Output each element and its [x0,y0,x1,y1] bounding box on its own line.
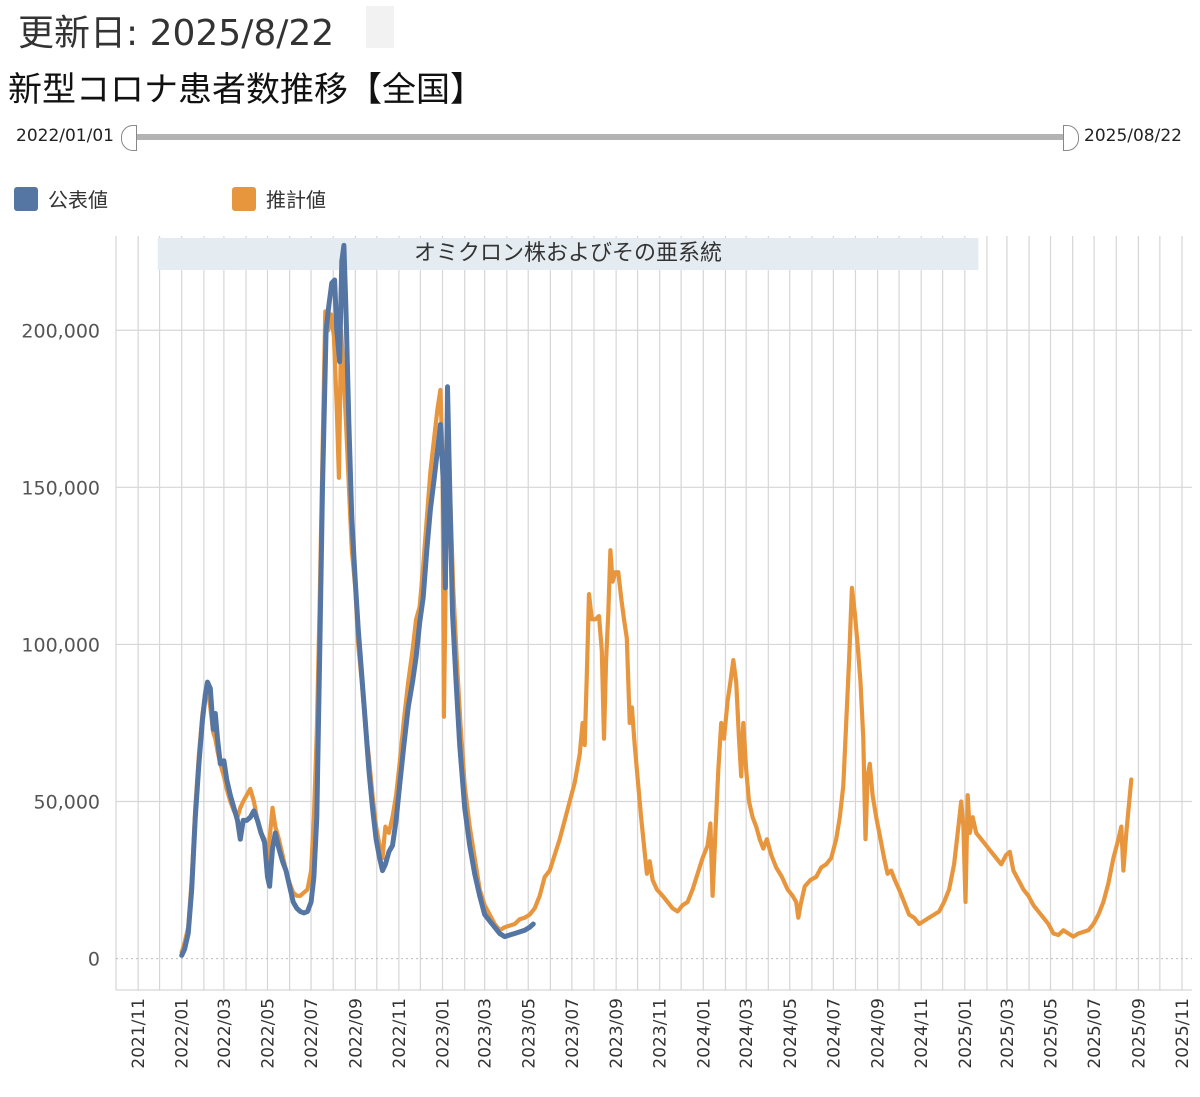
x-tick-label: 2024/11 [912,998,932,1069]
legend-swatch-estimated [232,186,256,211]
x-tick-label: 2022/09 [346,998,366,1069]
x-tick-label: 2022/01 [173,998,193,1069]
x-tick-label: 2024/07 [824,998,844,1069]
annotation-band [157,238,979,270]
legend-item-published[interactable]: 公表値 [14,184,108,213]
x-tick-label: 2025/03 [998,998,1018,1069]
updated-blank-box [366,6,394,48]
y-tick-label: 150,000 [21,477,100,499]
x-tick-label: 2022/05 [258,998,278,1069]
x-tick-label: 2023/07 [563,998,583,1069]
x-tick-label: 2023/05 [519,998,539,1069]
x-tick-label: 2023/09 [607,998,627,1069]
x-tick-label: 2023/03 [476,998,496,1069]
x-tick-label: 2022/11 [390,998,410,1069]
legend-swatch-published [14,186,38,211]
legend-label-estimated: 推計値 [266,188,326,212]
x-tick-label: 2025/09 [1129,998,1149,1069]
y-tick-label: 50,000 [34,792,100,814]
x-tick-label: 2024/01 [694,998,714,1069]
x-tick-label: 2025/11 [1173,998,1193,1069]
legend-item-estimated[interactable]: 推計値 [232,184,326,213]
x-tick-label: 2024/03 [737,998,757,1069]
x-tick-label: 2023/01 [434,998,454,1069]
x-tick-label: 2022/07 [302,998,322,1069]
range-start-label: 2022/01/01 [16,126,114,146]
updated-date: 更新日: 2025/8/22 [18,13,335,54]
y-tick-label: 200,000 [21,320,100,342]
x-tick-label: 2024/05 [781,998,801,1069]
legend-label-published: 公表値 [48,188,108,212]
x-tick-label: 2023/11 [651,998,671,1069]
x-tick-label: 2025/05 [1042,998,1062,1069]
y-tick-label: 0 [88,949,100,971]
range-end-label: 2025/08/22 [1084,126,1182,146]
x-tick-label: 2024/09 [869,998,889,1069]
range-slider-track[interactable] [130,134,1070,140]
x-tick-label: 2022/03 [215,998,235,1069]
x-tick-label: 2025/01 [956,998,976,1069]
y-tick-label: 100,000 [21,634,100,656]
range-slider-start-handle[interactable] [121,125,137,151]
annotation-label: オミクロン株およびその亜系統 [414,241,722,266]
x-tick-label: 2025/07 [1085,998,1105,1069]
page-title: 新型コロナ患者数推移【全国】 [8,70,484,110]
series-line-published [179,242,536,958]
x-tick-label: 2021/11 [129,998,149,1069]
